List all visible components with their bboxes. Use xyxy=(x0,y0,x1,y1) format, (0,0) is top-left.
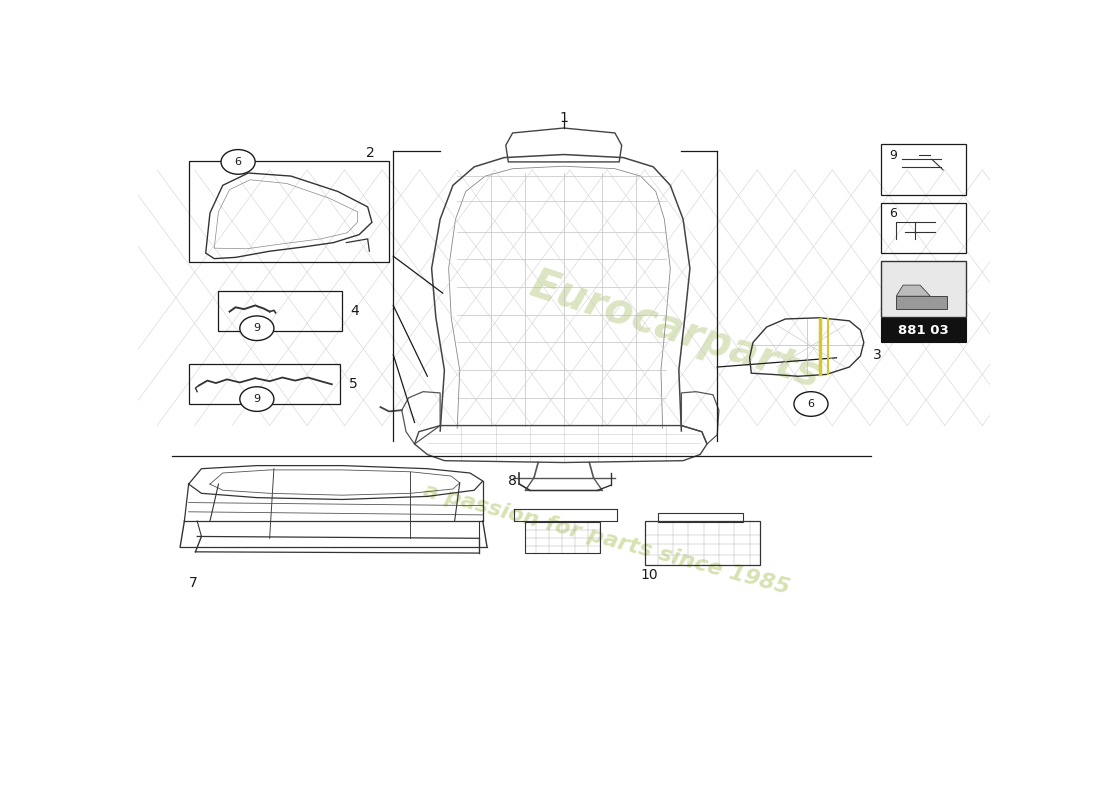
Circle shape xyxy=(221,150,255,174)
Circle shape xyxy=(240,386,274,411)
Text: a passion for parts since 1985: a passion for parts since 1985 xyxy=(421,481,792,598)
Text: 9: 9 xyxy=(890,149,898,162)
Text: 9: 9 xyxy=(253,323,261,334)
Circle shape xyxy=(240,316,274,341)
Text: 4: 4 xyxy=(351,304,360,318)
Text: 6: 6 xyxy=(890,207,898,220)
Text: 3: 3 xyxy=(873,348,882,362)
Text: Eurocarparts: Eurocarparts xyxy=(524,263,825,397)
Bar xyxy=(189,364,340,404)
Bar xyxy=(896,296,947,309)
Text: 2: 2 xyxy=(366,146,375,160)
Text: 881 03: 881 03 xyxy=(898,323,949,337)
Text: 9: 9 xyxy=(253,394,261,404)
Bar xyxy=(881,144,966,194)
Text: 7: 7 xyxy=(188,576,197,590)
Text: 1: 1 xyxy=(559,110,569,125)
Bar xyxy=(526,522,601,553)
Text: 5: 5 xyxy=(349,377,358,391)
Bar xyxy=(881,261,966,317)
Bar xyxy=(881,318,966,342)
Bar xyxy=(658,513,742,522)
Bar xyxy=(219,291,342,331)
Text: 8: 8 xyxy=(508,474,517,488)
Text: 10: 10 xyxy=(640,568,658,582)
Text: 6: 6 xyxy=(807,399,814,409)
Text: 6: 6 xyxy=(234,157,242,167)
Bar xyxy=(189,161,389,262)
Circle shape xyxy=(794,392,828,416)
Bar xyxy=(881,202,966,253)
Bar xyxy=(645,521,760,566)
Polygon shape xyxy=(896,285,931,296)
